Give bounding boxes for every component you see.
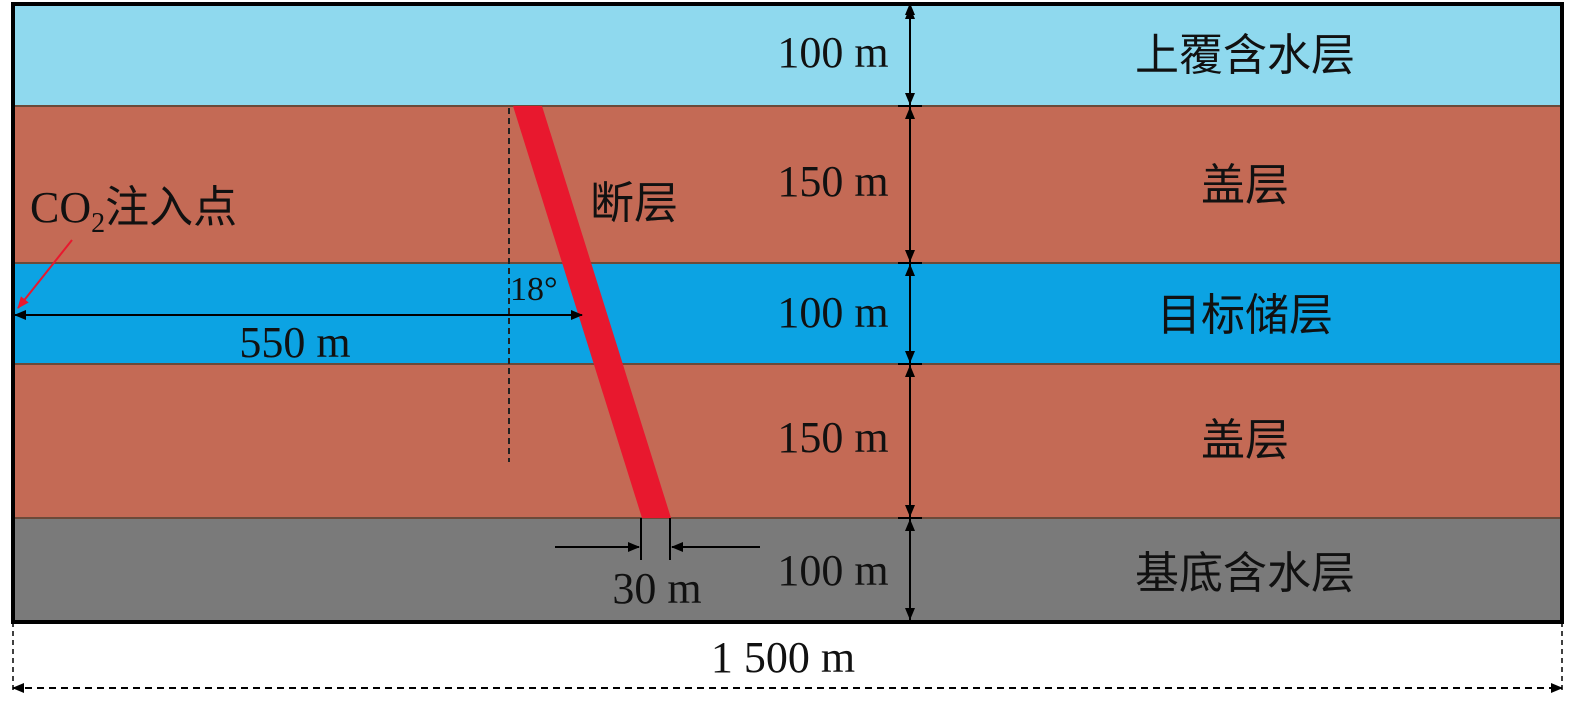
thickness-label-basement: 100 m (777, 546, 888, 595)
thickness-label-overlying: 100 m (777, 28, 888, 77)
layer-name-reservoir: 目标储层 (1157, 291, 1333, 340)
layer-caprock-lower (13, 364, 1562, 518)
layer-name-basement: 基底含水层 (1135, 549, 1355, 598)
total-width-label: 1 500 m (711, 633, 855, 682)
thickness-label-caprock-lower: 150 m (777, 413, 888, 462)
layer-name-caprock-upper: 盖层 (1201, 161, 1289, 210)
fault-width-label: 30 m (612, 564, 701, 613)
layer-overlying-aquifer (13, 4, 1562, 106)
injection-distance-label: 550 m (239, 318, 350, 367)
injection-point-label: CO2注入点 (30, 183, 237, 239)
layer-name-overlying: 上覆含水层 (1135, 31, 1355, 80)
layer-basement-aquifer (13, 518, 1562, 622)
thickness-label-caprock-upper: 150 m (777, 157, 888, 206)
fault-angle-label: 18° (510, 271, 558, 308)
layer-caprock-upper (13, 106, 1562, 263)
layer-name-caprock-lower: 盖层 (1201, 416, 1289, 465)
injection-pointer (17, 239, 73, 309)
thickness-label-reservoir: 100 m (777, 288, 888, 337)
fault-zone (513, 106, 671, 518)
fault-label: 断层 (590, 179, 678, 228)
